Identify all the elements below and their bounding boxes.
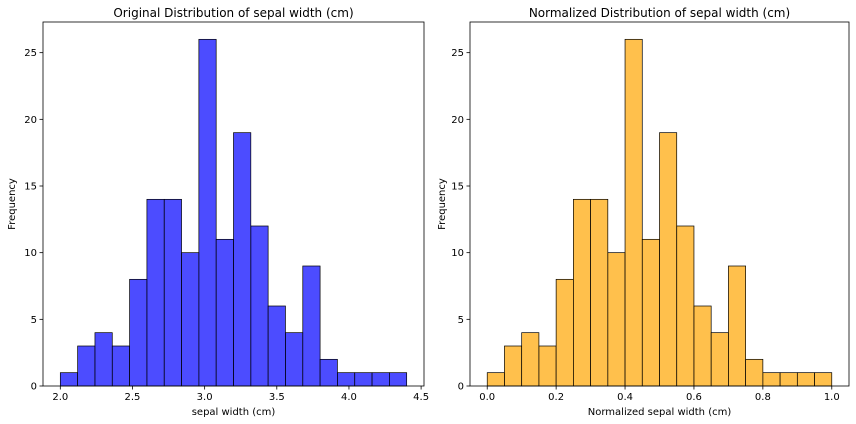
histogram-bar bbox=[198, 38, 217, 387]
x-axis-label: Normalized sepal width (cm) bbox=[588, 407, 732, 418]
x-tick-label: 3.5 bbox=[269, 392, 285, 403]
histogram-bar bbox=[267, 305, 286, 387]
histogram-bar bbox=[521, 332, 540, 387]
histogram-bar bbox=[710, 332, 729, 387]
histogram-bar bbox=[745, 358, 764, 387]
histogram-bar bbox=[129, 278, 148, 387]
histogram-bar bbox=[233, 132, 252, 387]
histogram-bar bbox=[538, 345, 557, 387]
histogram-bar bbox=[659, 132, 678, 387]
chart-original: Original Distribution of sepal width (cm… bbox=[7, 6, 429, 418]
histogram-bar bbox=[814, 372, 833, 387]
histogram-bar bbox=[337, 372, 356, 387]
histogram-bar bbox=[285, 332, 304, 387]
y-tick-label: 0 bbox=[31, 382, 37, 393]
axis-ticks: 2.0 2.5 3.0 3.5 4.0 4.5 0 5 10 15 20 25 bbox=[24, 48, 429, 403]
histogram-bar bbox=[389, 372, 408, 387]
y-tick-label: 20 bbox=[451, 115, 464, 126]
y-tick-label: 10 bbox=[451, 248, 464, 259]
y-axis-label: Frequency bbox=[7, 178, 18, 230]
x-tick-label: 0.4 bbox=[617, 392, 633, 403]
y-tick-label: 5 bbox=[458, 315, 464, 326]
histogram-bar bbox=[111, 345, 130, 387]
histogram-bar bbox=[146, 198, 165, 387]
histogram-bar bbox=[319, 358, 338, 387]
x-tick-label: 2.5 bbox=[125, 392, 141, 403]
y-tick-label: 10 bbox=[24, 248, 37, 259]
y-tick-label: 0 bbox=[458, 382, 464, 393]
histogram-bar bbox=[641, 238, 660, 387]
y-tick-label: 25 bbox=[24, 48, 37, 59]
x-tick-label: 0.6 bbox=[686, 392, 702, 403]
x-tick-label: 0.8 bbox=[755, 392, 771, 403]
x-axis-label: sepal width (cm) bbox=[192, 407, 276, 418]
x-tick-label: 0.0 bbox=[479, 392, 495, 403]
y-tick-label: 20 bbox=[24, 115, 37, 126]
chart-normalized: Normalized Distribution of sepal width (… bbox=[437, 6, 850, 418]
chart-title: Original Distribution of sepal width (cm… bbox=[113, 6, 353, 20]
histogram-bar bbox=[762, 372, 781, 387]
x-tick-label: 4.5 bbox=[413, 392, 429, 403]
axis-ticks: 0.0 0.2 0.4 0.6 0.8 1.0 0 5 10 15 20 25 bbox=[451, 48, 839, 403]
histogram-bar bbox=[486, 372, 505, 387]
histogram-bars bbox=[486, 38, 833, 387]
histogram-bar bbox=[215, 238, 234, 387]
histogram-bar bbox=[590, 198, 609, 387]
histogram-bar bbox=[94, 332, 113, 387]
histogram-bar bbox=[371, 372, 390, 387]
chart-title: Normalized Distribution of sepal width (… bbox=[529, 6, 790, 20]
plot-frame bbox=[469, 21, 850, 387]
histogram-bar bbox=[181, 252, 200, 387]
histogram-bar bbox=[250, 225, 269, 387]
histogram-bar bbox=[779, 372, 798, 387]
histogram-bar bbox=[624, 38, 643, 387]
histogram-bar bbox=[693, 305, 712, 387]
plot-frame bbox=[42, 21, 425, 387]
y-tick-label: 15 bbox=[451, 182, 464, 193]
x-tick-label: 2.0 bbox=[52, 392, 68, 403]
histogram-bar bbox=[555, 278, 574, 387]
x-tick-label: 1.0 bbox=[824, 392, 840, 403]
histogram-bars bbox=[59, 38, 408, 387]
histogram-bar bbox=[728, 265, 746, 387]
y-tick-label: 5 bbox=[31, 315, 37, 326]
histogram-bar bbox=[77, 345, 96, 387]
histogram-bar bbox=[354, 372, 373, 387]
histogram-bar bbox=[573, 198, 591, 387]
x-tick-label: 3.0 bbox=[197, 392, 213, 403]
histogram-bar bbox=[676, 225, 695, 387]
histogram-bar bbox=[302, 265, 321, 387]
y-tick-label: 25 bbox=[451, 48, 464, 59]
histogram-bar bbox=[504, 345, 523, 387]
x-tick-label: 0.2 bbox=[548, 392, 564, 403]
y-tick-label: 15 bbox=[24, 182, 37, 193]
histogram-bar bbox=[607, 252, 626, 387]
y-axis-label: Frequency bbox=[437, 178, 448, 230]
histogram-bar bbox=[796, 372, 815, 387]
histogram-bar bbox=[163, 198, 182, 387]
histogram-bar bbox=[59, 372, 78, 387]
x-tick-label: 4.0 bbox=[341, 392, 357, 403]
